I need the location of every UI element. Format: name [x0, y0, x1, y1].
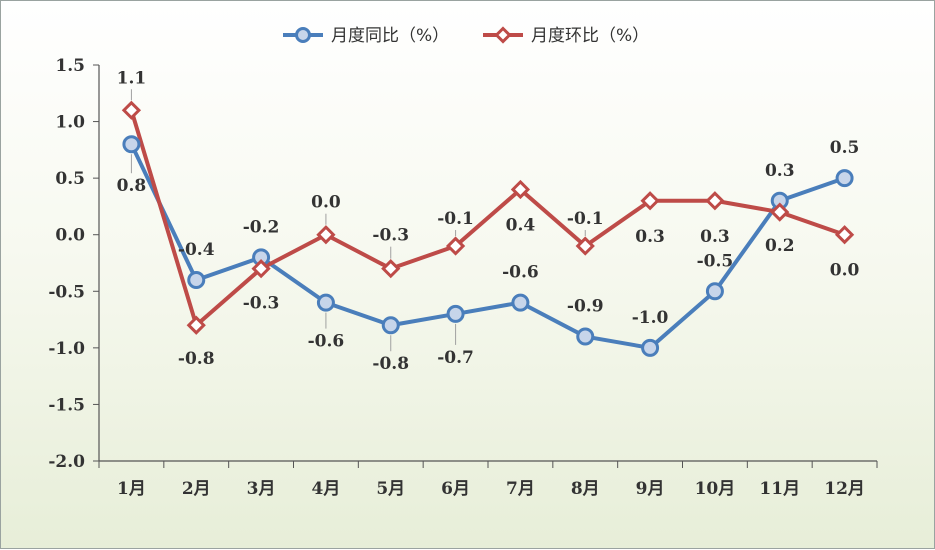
y-tick-label: 1.5 [55, 56, 85, 76]
series-1-point[interactable] [122, 135, 141, 154]
y-tick-label: -1.5 [48, 395, 85, 415]
series-2-point[interactable] [640, 191, 660, 211]
data-label: -0.1 [567, 209, 604, 229]
x-tick-label: 10月 [695, 479, 736, 499]
series-1-point[interactable] [446, 304, 465, 323]
x-tick-label: 6月 [441, 479, 470, 499]
y-tick-label: 1.0 [55, 113, 85, 133]
series-2-point[interactable] [186, 315, 206, 335]
data-label: -0.3 [243, 294, 280, 314]
series-2-point[interactable] [251, 259, 271, 279]
series-2-point[interactable] [316, 225, 336, 245]
series-2-point[interactable] [445, 236, 466, 256]
data-label: -0.5 [697, 251, 734, 271]
data-label: 0.5 [830, 138, 860, 158]
data-label: -0.4 [178, 240, 215, 260]
data-label: -0.8 [372, 354, 409, 374]
series-1-point[interactable] [576, 327, 595, 346]
y-tick-label: -1.0 [48, 339, 85, 359]
x-tick-label: 11月 [759, 479, 800, 499]
series-1-point[interactable] [641, 338, 660, 357]
x-tick-label: 9月 [636, 479, 665, 499]
legend-label-1: 月度同比（%） [331, 26, 449, 46]
x-tick-label: 8月 [571, 479, 600, 499]
y-tick-label: 0.5 [55, 169, 85, 189]
series-2-point[interactable] [121, 100, 142, 120]
series-1-point[interactable] [381, 316, 400, 335]
series-1-point[interactable] [316, 293, 335, 312]
series-1-point[interactable] [835, 169, 854, 188]
data-label: 1.1 [117, 68, 147, 88]
data-label: 0.3 [635, 227, 665, 247]
x-tick-label: 12月 [824, 479, 865, 499]
data-label: -0.8 [178, 349, 215, 369]
legend-marker-diamond [494, 26, 512, 44]
y-tick-label: 0.0 [55, 226, 85, 246]
series-line-2 [129, 109, 846, 328]
data-label: -0.3 [372, 226, 409, 246]
data-label: -0.6 [502, 263, 539, 283]
x-tick-label: 4月 [311, 479, 340, 499]
data-label: -0.9 [567, 297, 604, 317]
data-label: -0.1 [437, 209, 474, 229]
series-2-point[interactable] [834, 225, 855, 245]
data-label: 0.8 [117, 176, 147, 196]
series-1-point[interactable] [511, 293, 530, 312]
legend-label-2: 月度环比（%） [531, 26, 649, 46]
legend-marker-circle [295, 27, 311, 43]
data-label: -0.2 [243, 217, 280, 237]
data-label: 0.3 [700, 227, 730, 247]
y-tick-label: -0.5 [48, 282, 85, 302]
series-2-point[interactable] [770, 202, 790, 222]
x-tick-label: 7月 [506, 479, 535, 499]
series-1-point[interactable] [705, 282, 724, 301]
series-2-point[interactable] [575, 236, 595, 256]
series-2-point[interactable] [510, 179, 531, 200]
data-label: -0.7 [437, 348, 474, 368]
data-label: 0.3 [765, 161, 795, 181]
x-tick-label: 3月 [247, 479, 276, 499]
series-2-point[interactable] [705, 191, 725, 211]
data-label: 0.0 [311, 193, 341, 213]
data-label: 0.4 [506, 215, 536, 235]
series-2-point[interactable] [381, 259, 401, 279]
x-tick-label: 2月 [182, 479, 211, 499]
x-tick-label: 5月 [376, 479, 405, 499]
data-label: 0.2 [765, 236, 795, 256]
series-1-point[interactable] [187, 270, 206, 289]
data-label: -1.0 [632, 308, 669, 328]
x-tick-label: 1月 [117, 479, 146, 499]
y-tick-label: -2.0 [48, 452, 85, 472]
data-label: 0.0 [830, 261, 860, 281]
series-line-1 [129, 143, 846, 350]
data-label: -0.6 [308, 332, 345, 352]
